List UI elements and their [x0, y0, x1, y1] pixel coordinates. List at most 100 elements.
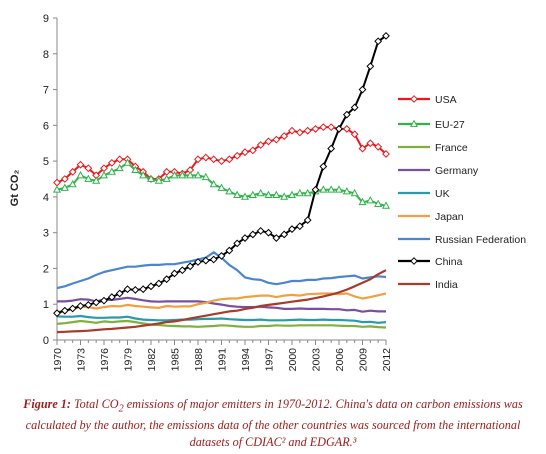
data-point	[154, 176, 163, 184]
x-tick-label: 2003	[311, 348, 323, 372]
data-point	[272, 135, 281, 144]
legend-label: Japan	[435, 211, 464, 223]
data-point	[256, 226, 265, 235]
data-point	[342, 125, 351, 133]
legend-entry-germany: Germany	[398, 165, 479, 177]
data-point	[60, 175, 69, 183]
x-tick-label: 1970	[52, 348, 64, 372]
data-point	[409, 119, 419, 127]
y-axis-label: Gt CO₂	[9, 170, 21, 207]
data-point	[366, 139, 375, 148]
data-point	[272, 190, 281, 198]
data-point	[248, 146, 257, 155]
legend-entry-japan: Japan	[398, 211, 464, 223]
data-point	[350, 130, 359, 139]
data-point	[311, 185, 320, 194]
data-point	[327, 123, 336, 132]
data-point	[256, 188, 265, 197]
caption-text-before: Total CO	[70, 397, 119, 411]
legend-entry-russian-federation: Russian Federation	[398, 234, 526, 246]
data-point	[303, 126, 312, 135]
data-point	[99, 170, 109, 179]
data-point	[92, 176, 101, 184]
series-india	[56, 269, 387, 334]
legend-entry-india: India	[398, 279, 458, 291]
x-tick-label: 1976	[99, 348, 111, 372]
chart-axes: 0 1 2 3 4 5 6 7 8 9 1970 1973 1976 1979 1982 1985 1988 19…	[43, 13, 393, 371]
legend-label: Germany	[435, 165, 479, 177]
data-point	[68, 304, 77, 313]
data-point	[225, 187, 234, 195]
data-point	[170, 269, 179, 278]
figure-caption: Figure 1: Total CO2 emissions of major e…	[14, 396, 532, 451]
data-point	[382, 31, 390, 40]
data-point	[147, 282, 155, 291]
data-point	[107, 158, 116, 167]
data-point	[280, 230, 289, 239]
x-tick-label: 1982	[146, 348, 158, 372]
data-point	[287, 190, 297, 198]
data-point	[186, 170, 195, 179]
data-point	[178, 170, 187, 179]
x-tick-label: 1973	[76, 348, 88, 372]
y-tick-label: 8	[43, 49, 49, 61]
data-point	[123, 285, 132, 294]
data-point	[240, 192, 250, 200]
data-point	[84, 164, 93, 173]
caption-text-after: emissions of major emitters in 1970-2012…	[25, 397, 523, 450]
data-point	[327, 185, 336, 193]
data-point	[60, 306, 69, 315]
legend-entry-france: France	[398, 142, 468, 154]
legend-entry-uk: UK	[398, 188, 450, 200]
data-point	[280, 192, 289, 200]
x-tick-label: 1991	[217, 348, 229, 372]
legend-label: China	[435, 256, 463, 268]
data-point	[217, 183, 226, 191]
data-point	[358, 85, 367, 94]
data-point	[241, 234, 249, 242]
y-tick-label: 6	[43, 120, 49, 132]
data-point	[201, 256, 210, 265]
caption-label: Figure 1:	[23, 397, 71, 411]
data-point	[342, 187, 351, 195]
data-point	[366, 196, 375, 204]
x-tick-label: 1985	[170, 348, 182, 372]
data-point	[139, 170, 148, 179]
data-point	[311, 125, 320, 133]
data-point	[92, 298, 101, 307]
data-point	[334, 185, 344, 193]
data-point	[115, 163, 124, 172]
y-tick-label: 2	[43, 263, 49, 275]
data-point	[131, 165, 140, 173]
data-point	[381, 201, 391, 209]
x-tick-label: 1994	[240, 348, 252, 372]
y-tick-label: 5	[43, 156, 49, 168]
chart-legend: USA EU-27 France Germany UK Japan Russian Fede…	[398, 94, 526, 291]
data-point	[319, 162, 328, 171]
data-point	[272, 234, 281, 242]
plot-area	[52, 31, 391, 334]
data-point	[139, 285, 148, 294]
data-point	[84, 174, 93, 182]
data-point	[162, 275, 171, 284]
data-point	[382, 150, 390, 158]
data-point	[146, 174, 156, 182]
y-tick-label: 0	[43, 335, 49, 347]
data-point	[194, 155, 202, 164]
legend-entry-eu-27: EU-27	[398, 119, 465, 131]
data-point	[374, 142, 383, 151]
series-china	[53, 31, 390, 318]
legend-entry-china: China	[398, 256, 463, 268]
data-point	[288, 225, 296, 233]
data-point	[303, 188, 312, 197]
legend-label: Russian Federation	[435, 234, 526, 246]
data-point	[115, 289, 124, 298]
data-point	[186, 262, 195, 271]
y-tick-label: 7	[43, 85, 49, 97]
data-point	[201, 153, 210, 162]
data-point	[154, 279, 163, 288]
series-line-uk	[56, 314, 387, 324]
data-point	[358, 197, 367, 206]
caption-subscript: 2	[118, 403, 124, 415]
data-point	[241, 148, 249, 157]
